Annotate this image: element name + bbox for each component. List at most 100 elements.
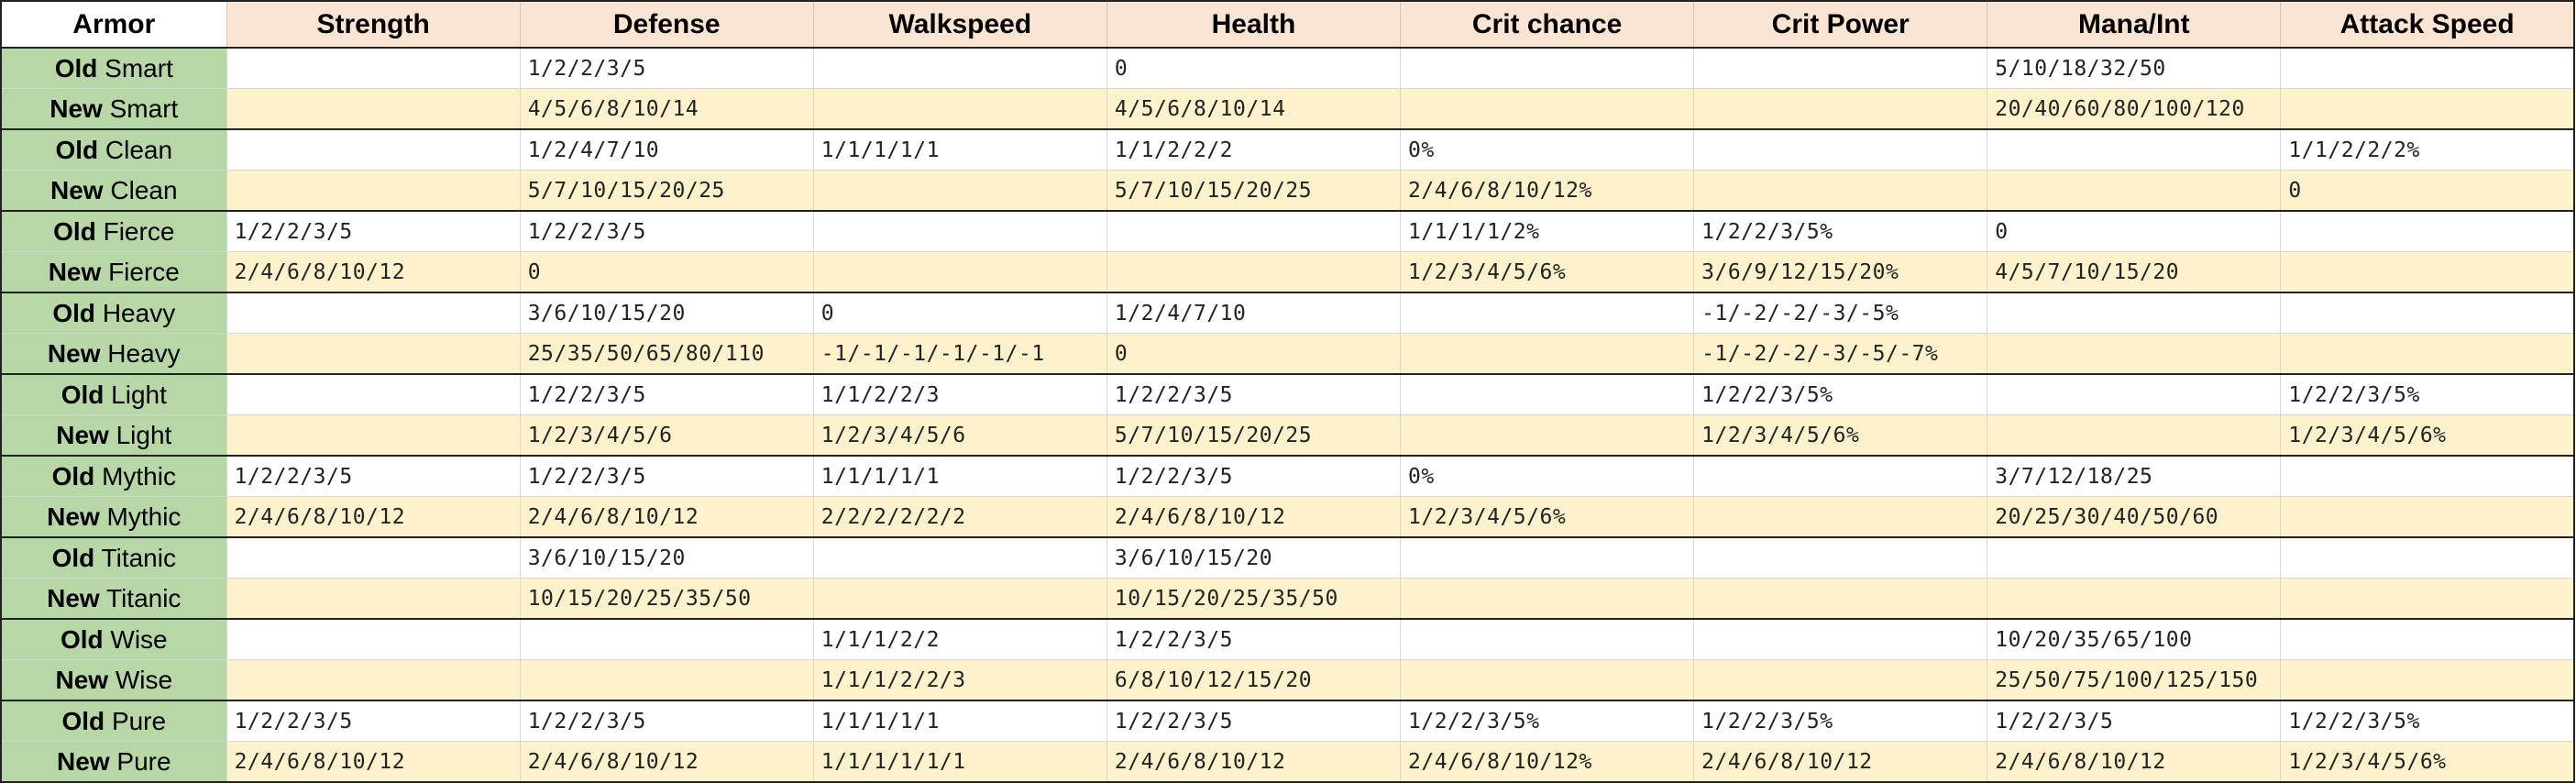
cell-attack-speed[interactable]: 1/2/3/4/5/6%: [2280, 741, 2576, 783]
cell-strength[interactable]: [226, 618, 521, 660]
cell-strength[interactable]: [226, 88, 521, 130]
cell-walkspeed[interactable]: 2/2/2/2/2/2: [812, 496, 1107, 538]
cell-crit-chance[interactable]: 1/2/2/3/5%: [1400, 700, 1695, 742]
cell-mana-int[interactable]: [1987, 128, 2282, 171]
cell-health[interactable]: 1/2/4/7/10: [1106, 292, 1402, 334]
cell-defense[interactable]: 1/2/2/3/5: [519, 455, 814, 497]
cell-mana-int[interactable]: 10/20/35/65/100: [1987, 618, 2282, 660]
cell-crit-chance[interactable]: 2/4/6/8/10/12%: [1400, 170, 1695, 212]
armor-label-cell[interactable]: New Heavy: [0, 333, 227, 375]
armor-label-cell[interactable]: Old Light: [0, 373, 227, 415]
armor-label-cell[interactable]: Old Mythic: [0, 455, 227, 497]
cell-crit-power[interactable]: [1693, 659, 1988, 701]
armor-label-cell[interactable]: New Mythic: [0, 496, 227, 538]
cell-defense[interactable]: 1/2/2/3/5: [519, 373, 814, 415]
cell-crit-power[interactable]: [1693, 578, 1988, 620]
armor-label-cell[interactable]: Old Smart: [0, 47, 227, 89]
cell-strength[interactable]: [226, 373, 521, 415]
armor-label-cell[interactable]: Old Heavy: [0, 292, 227, 334]
header-mana-int[interactable]: Mana/Int: [1987, 0, 2282, 49]
cell-attack-speed[interactable]: [2280, 455, 2576, 497]
cell-crit-chance[interactable]: [1400, 659, 1695, 701]
cell-strength[interactable]: [226, 578, 521, 620]
cell-mana-int[interactable]: [1987, 373, 2282, 415]
cell-health[interactable]: 2/4/6/8/10/12: [1106, 741, 1402, 783]
cell-mana-int[interactable]: [1987, 292, 2282, 334]
cell-attack-speed[interactable]: 0: [2280, 170, 2576, 212]
cell-health[interactable]: 1/2/2/3/5: [1106, 618, 1402, 660]
cell-mana-int[interactable]: 5/10/18/32/50: [1987, 47, 2282, 89]
cell-defense[interactable]: 1/2/3/4/5/6: [519, 414, 814, 457]
cell-health[interactable]: 10/15/20/25/35/50: [1106, 578, 1402, 620]
cell-strength[interactable]: [226, 333, 521, 375]
cell-defense[interactable]: 3/6/10/15/20: [519, 292, 814, 334]
cell-crit-power[interactable]: [1693, 455, 1988, 497]
cell-crit-chance[interactable]: [1400, 578, 1695, 620]
cell-walkspeed[interactable]: [812, 536, 1107, 579]
cell-crit-chance[interactable]: [1400, 618, 1695, 660]
cell-attack-speed[interactable]: 1/1/2/2/2%: [2280, 128, 2576, 171]
cell-crit-power[interactable]: 1/2/3/4/5/6%: [1693, 414, 1988, 457]
cell-defense[interactable]: 25/35/50/65/80/110: [519, 333, 814, 375]
cell-mana-int[interactable]: 1/2/2/3/5: [1987, 700, 2282, 742]
cell-walkspeed[interactable]: 1/2/3/4/5/6: [812, 414, 1107, 457]
cell-attack-speed[interactable]: 1/2/3/4/5/6%: [2280, 414, 2576, 457]
cell-crit-power[interactable]: 3/6/9/12/15/20%: [1693, 251, 1988, 293]
cell-defense[interactable]: 1/2/4/7/10: [519, 128, 814, 171]
cell-crit-power[interactable]: 1/2/2/3/5%: [1693, 700, 1988, 742]
armor-label-cell[interactable]: New Wise: [0, 659, 227, 701]
cell-health[interactable]: 3/6/10/15/20: [1106, 536, 1402, 579]
header-attack-speed[interactable]: Attack Speed: [2280, 0, 2576, 49]
cell-crit-chance[interactable]: 2/4/6/8/10/12%: [1400, 741, 1695, 783]
header-armor[interactable]: Armor: [0, 0, 227, 49]
cell-health[interactable]: [1106, 210, 1402, 252]
cell-crit-power[interactable]: [1693, 88, 1988, 130]
cell-attack-speed[interactable]: 1/2/2/3/5%: [2280, 700, 2576, 742]
cell-attack-speed[interactable]: [2280, 659, 2576, 701]
header-crit-chance[interactable]: Crit chance: [1400, 0, 1695, 49]
cell-strength[interactable]: [226, 536, 521, 579]
cell-defense[interactable]: [519, 618, 814, 660]
cell-walkspeed[interactable]: 1/1/1/2/2/3: [812, 659, 1107, 701]
cell-walkspeed[interactable]: [812, 170, 1107, 212]
cell-defense[interactable]: 3/6/10/15/20: [519, 536, 814, 579]
cell-walkspeed[interactable]: 1/1/2/2/3: [812, 373, 1107, 415]
armor-label-cell[interactable]: Old Wise: [0, 618, 227, 660]
cell-strength[interactable]: [226, 170, 521, 212]
cell-strength[interactable]: 1/2/2/3/5: [226, 455, 521, 497]
armor-label-cell[interactable]: Old Titanic: [0, 536, 227, 579]
cell-attack-speed[interactable]: [2280, 618, 2576, 660]
cell-health[interactable]: 0: [1106, 47, 1402, 89]
cell-crit-chance[interactable]: 1/2/3/4/5/6%: [1400, 251, 1695, 293]
cell-mana-int[interactable]: [1987, 578, 2282, 620]
cell-health[interactable]: 6/8/10/12/15/20: [1106, 659, 1402, 701]
cell-crit-chance[interactable]: [1400, 88, 1695, 130]
cell-walkspeed[interactable]: [812, 210, 1107, 252]
cell-mana-int[interactable]: [1987, 170, 2282, 212]
armor-label-cell[interactable]: Old Fierce: [0, 210, 227, 252]
cell-attack-speed[interactable]: [2280, 578, 2576, 620]
cell-walkspeed[interactable]: -1/-1/-1/-1/-1/-1: [812, 333, 1107, 375]
cell-crit-chance[interactable]: 1/1/1/1/2%: [1400, 210, 1695, 252]
cell-walkspeed[interactable]: 1/1/1/1/1: [812, 700, 1107, 742]
cell-defense[interactable]: 0: [519, 251, 814, 293]
cell-health[interactable]: 5/7/10/15/20/25: [1106, 170, 1402, 212]
cell-crit-chance[interactable]: [1400, 536, 1695, 579]
armor-label-cell[interactable]: Old Pure: [0, 700, 227, 742]
cell-health[interactable]: 5/7/10/15/20/25: [1106, 414, 1402, 457]
cell-mana-int[interactable]: [1987, 536, 2282, 579]
cell-defense[interactable]: 1/2/2/3/5: [519, 210, 814, 252]
cell-walkspeed[interactable]: 1/1/1/1/1/1: [812, 741, 1107, 783]
cell-crit-power[interactable]: [1693, 618, 1988, 660]
cell-defense[interactable]: 2/4/6/8/10/12: [519, 741, 814, 783]
cell-mana-int[interactable]: [1987, 414, 2282, 457]
cell-crit-chance[interactable]: 1/2/3/4/5/6%: [1400, 496, 1695, 538]
header-walkspeed[interactable]: Walkspeed: [812, 0, 1107, 49]
header-strength[interactable]: Strength: [226, 0, 521, 49]
armor-label-cell[interactable]: New Fierce: [0, 251, 227, 293]
header-health[interactable]: Health: [1106, 0, 1402, 49]
cell-strength[interactable]: [226, 292, 521, 334]
cell-health[interactable]: 2/4/6/8/10/12: [1106, 496, 1402, 538]
cell-crit-power[interactable]: 2/4/6/8/10/12: [1693, 741, 1988, 783]
cell-strength[interactable]: 1/2/2/3/5: [226, 210, 521, 252]
